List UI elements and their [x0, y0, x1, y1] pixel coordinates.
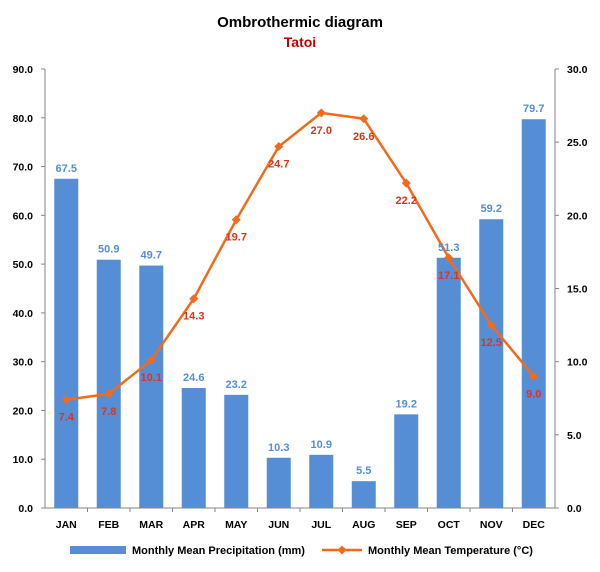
temperature-line: [61, 108, 539, 405]
right-tick-label: 30.0: [567, 64, 588, 76]
precipitation-bar: [224, 394, 249, 508]
x-tick-label: AUG: [352, 519, 375, 531]
bar-value-label: 49.7: [141, 250, 162, 262]
legend-precipitation-label: Monthly Mean Precipitation (mm): [132, 545, 305, 557]
left-tick-label: 20.0: [13, 405, 34, 417]
left-tick-label: 30.0: [13, 357, 34, 369]
precipitation-bar: [139, 265, 164, 508]
line-value-label: 12.5: [481, 337, 502, 349]
precipitation-bar: [394, 414, 419, 508]
bar-value-label: 24.6: [183, 372, 204, 384]
precipitation-bar: [436, 257, 461, 508]
x-tick-label: MAY: [225, 519, 247, 531]
temperature-marker: [231, 215, 241, 225]
data-labels: 67.5 50.9 49.7 24.6 23.2 10.3 10.9 5.5 19.2 51.3 5…: [56, 103, 545, 477]
precipitation-bar: [54, 178, 79, 508]
temperature-marker: [444, 253, 454, 263]
precipitation-bar: [309, 454, 334, 508]
x-tick-label: MAR: [139, 519, 163, 531]
line-value-label: 14.3: [183, 311, 204, 323]
left-tick-label: 0.0: [18, 503, 33, 515]
temperature-marker: [359, 114, 369, 124]
left-tick-label: 10.0: [13, 454, 34, 466]
precipitation-bar: [479, 219, 504, 509]
precipitation-bars: [54, 119, 546, 509]
x-tick-label: OCT: [438, 519, 461, 531]
left-tick-label: 50.0: [13, 259, 34, 271]
temperature-marker: [146, 355, 156, 365]
precipitation-bar: [181, 388, 206, 508]
x-tick-label: FEB: [98, 519, 119, 531]
chart-subtitle: Tatoi: [284, 34, 316, 50]
temperature-marker: [529, 371, 539, 381]
right-tick-label: 0.0: [567, 503, 582, 515]
line-value-label: 19.7: [226, 232, 247, 244]
line-value-label: 7.4: [59, 412, 75, 424]
temperature-marker: [61, 395, 71, 405]
temperature-marker: [486, 320, 496, 330]
bar-value-label: 59.2: [481, 203, 502, 215]
right-tick-label: 15.0: [567, 284, 588, 296]
left-tick-label: 70.0: [13, 162, 34, 174]
temperature-marker: [401, 178, 411, 188]
precipitation-bar: [521, 119, 546, 508]
line-value-label: 9.0: [526, 388, 541, 400]
legend-bar-swatch: [70, 546, 126, 554]
bar-value-label: 19.2: [396, 398, 417, 410]
line-value-label: 22.2: [396, 195, 417, 207]
bar-value-label: 51.3: [438, 242, 459, 254]
left-tick-label: 60.0: [13, 210, 34, 222]
left-tick-label: 40.0: [13, 308, 34, 320]
temperature-marker: [316, 108, 326, 118]
line-value-label: 17.1: [438, 270, 459, 282]
right-tick-label: 25.0: [567, 137, 588, 149]
right-tick-label: 5.0: [567, 430, 582, 442]
bar-value-label: 10.9: [311, 439, 332, 451]
left-tick-label: 90.0: [13, 64, 34, 76]
chart-title: Ombrothermic diagram: [217, 14, 383, 31]
line-value-label: 10.1: [141, 372, 162, 384]
left-tick-label: 80.0: [13, 113, 34, 125]
x-tick-label: JAN: [56, 519, 77, 531]
x-tick-label: APR: [183, 519, 206, 531]
axes: 0.0 10.0 20.0 30.0 40.0 50.0 60.0 70.0 80.0 90.0 0…: [13, 64, 588, 531]
right-tick-label: 20.0: [567, 210, 588, 222]
precipitation-bar: [96, 259, 121, 508]
precipitation-bar: [266, 457, 291, 508]
x-tick-label: JUL: [311, 519, 331, 531]
x-tick-label: DEC: [523, 519, 546, 531]
x-tick-label: NOV: [480, 519, 503, 531]
bar-value-label: 10.3: [268, 442, 289, 454]
bar-value-label: 5.5: [356, 465, 371, 477]
bar-value-label: 67.5: [56, 163, 77, 175]
x-tick-label: JUN: [268, 519, 289, 531]
right-tick-label: 10.0: [567, 357, 588, 369]
temperature-marker: [104, 389, 114, 399]
bar-value-label: 79.7: [523, 103, 544, 115]
x-tick-label: SEP: [396, 519, 417, 531]
bar-value-label: 23.2: [226, 379, 247, 391]
temperature-line-path: [66, 111, 535, 401]
line-value-label: 24.7: [268, 159, 289, 171]
temperature-marker: [274, 142, 284, 152]
temperature-marker: [189, 294, 199, 304]
legend: Monthly Mean Precipitation (mm) Monthly M…: [70, 545, 533, 557]
bar-value-label: 50.9: [98, 244, 119, 256]
line-value-label: 27.0: [311, 125, 332, 137]
legend-line-marker: [337, 545, 347, 555]
line-value-label: 7.8: [101, 406, 116, 418]
line-value-label: 26.6: [353, 131, 374, 143]
precipitation-bar: [351, 481, 376, 508]
legend-temperature-label: Monthly Mean Temperature (°C): [368, 545, 533, 557]
